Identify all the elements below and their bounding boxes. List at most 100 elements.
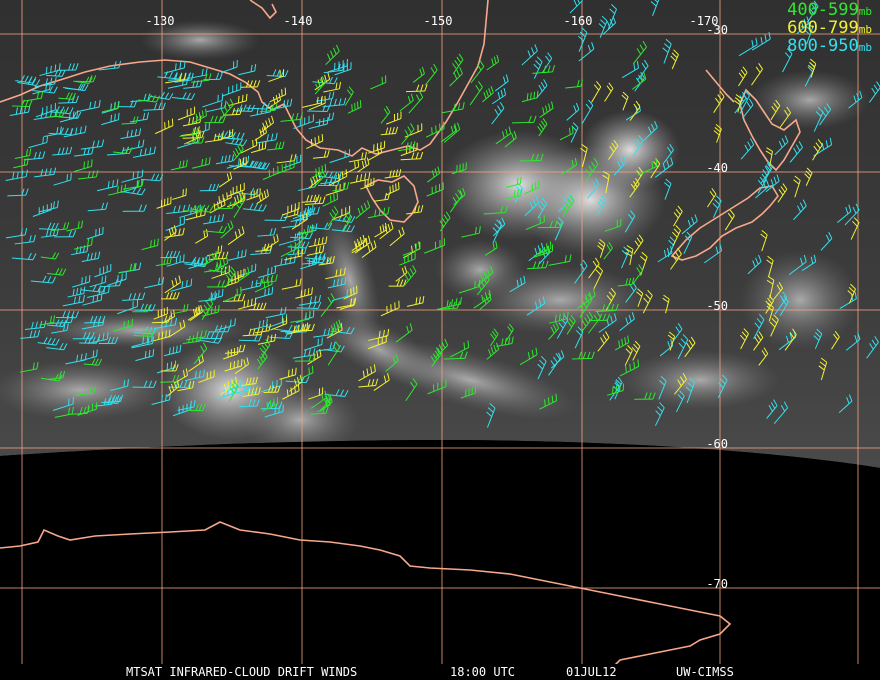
wind-barb [765,147,774,167]
longitude-label: -130 [146,14,175,28]
wind-barb [204,132,224,143]
wind-barb [704,243,723,264]
wind-barb [174,368,189,384]
wind-barb [782,48,793,73]
wind-barb [165,72,187,84]
wind-barb [101,100,120,113]
wind-barb [569,0,583,14]
wind-barb [739,90,750,114]
wind-barb [263,385,281,393]
wind-barb [489,328,499,347]
wind-barb [327,206,339,227]
wind-barb [270,316,288,331]
wind-barb [238,297,257,310]
pressure-legend: 400-599mb 600-799mb 800-950mb [787,2,872,56]
wind-barb [395,265,408,282]
wind-barb [323,81,342,93]
wind-barb [306,244,325,256]
wind-barb [604,218,622,232]
wind-barb [316,91,335,102]
wind-barb [215,201,236,210]
wind-barb [844,203,860,226]
wind-barb [631,72,647,90]
wind-barb [838,394,853,414]
wind-barb [424,63,438,86]
wind-barb [587,178,600,199]
wind-barb [613,155,627,176]
wind-barb [238,64,257,76]
wind-barb [220,220,234,239]
wind-barb [398,141,416,152]
wind-barb [350,172,371,184]
wind-barb [806,0,819,23]
wind-barb [770,99,781,121]
wind-barb [39,200,59,213]
wind-barb [248,302,267,311]
wind-barb [566,102,580,121]
wind-barb [740,138,755,160]
wind-barb [847,283,856,304]
wind-barb [812,138,823,161]
wind-barb [276,153,297,164]
wind-barb [492,219,502,243]
wind-barb [98,60,122,71]
wind-barb [268,69,285,83]
wind-barb [348,151,367,163]
wind-barb [246,102,271,110]
wind-barb [259,103,278,113]
wind-barb [451,162,467,175]
wind-barb [30,275,57,284]
wind-barb [801,254,817,271]
wind-barb [561,157,578,175]
wind-barb [813,328,823,350]
wind-barb [287,322,309,335]
wind-barb [297,224,315,234]
wind-barb [255,132,278,144]
wind-barb [380,300,400,317]
wind-barb [7,188,29,197]
wind-barb [632,264,643,284]
wind-barb [606,383,625,396]
wind-barb [132,146,156,158]
wind-barb [483,205,508,215]
wind-barb [404,265,417,286]
wind-barb [424,238,445,254]
wind-barb [122,139,145,152]
wind-barb [320,293,335,317]
wind-barb [204,225,227,234]
wind-barb [643,120,658,142]
wind-barb [706,188,717,208]
wind-barb [206,100,227,113]
legend-unit: mb [858,41,872,54]
wind-barb [9,105,31,116]
wind-barb [77,99,101,112]
wind-barb [113,318,134,332]
wind-barb [234,357,250,375]
wind-barb [24,320,47,331]
wind-barb [301,194,320,203]
wind-barb [177,400,196,411]
wind-barb [793,175,801,198]
wind-barb [738,66,748,87]
wind-barb [331,224,355,233]
wind-barb [486,342,500,360]
legend-unit: mb [858,23,872,36]
wind-barb [738,37,758,57]
wind-barb [444,351,468,360]
wind-barb [208,325,231,333]
wind-barb [195,229,209,244]
wind-barb [477,265,494,286]
wind-barb [11,252,37,261]
wind-barb [304,196,326,205]
wind-barb [632,40,647,65]
wind-barb [625,245,634,266]
wind-barb [460,386,477,399]
wind-barb [313,169,326,188]
wind-barb [753,331,764,351]
wind-barb [347,100,362,114]
wind-barb [199,183,220,192]
wind-barb [310,390,328,409]
longitude-label: -170 [690,14,719,28]
wind-barb [525,214,545,231]
wind-barb [654,402,665,427]
